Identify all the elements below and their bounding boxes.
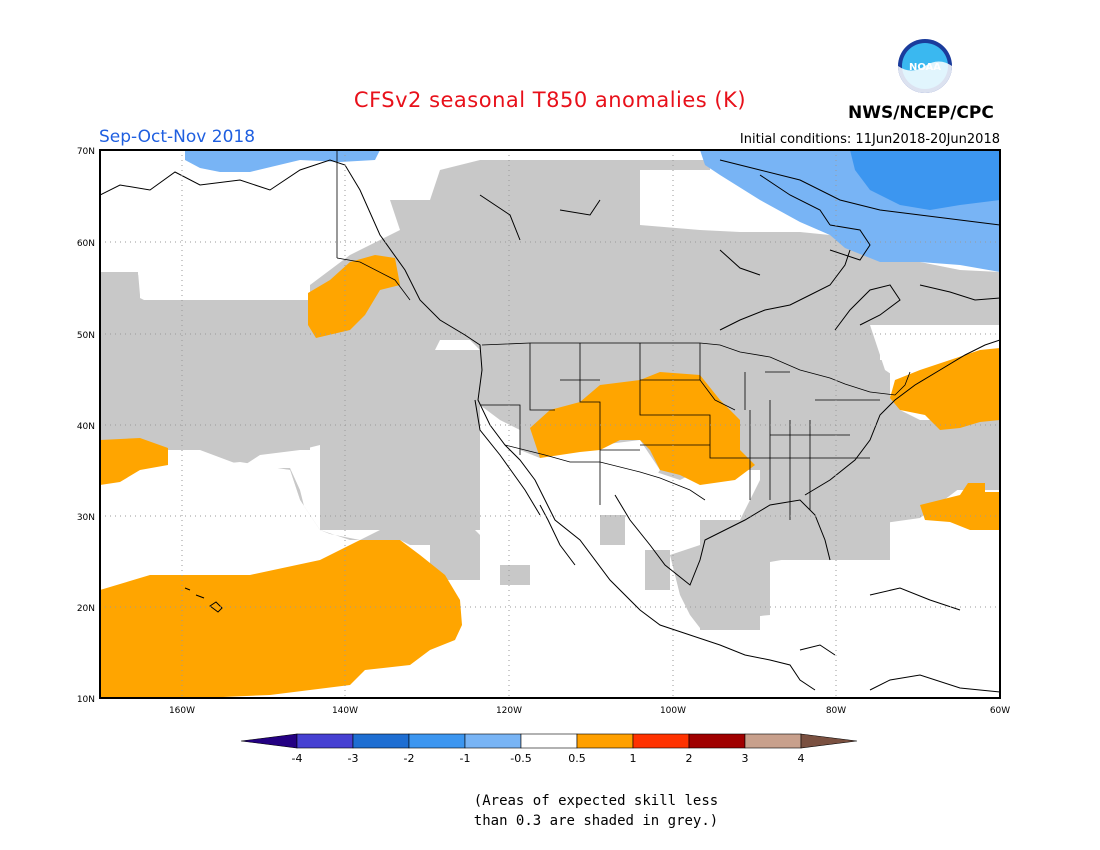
lon-label: 120W	[496, 706, 522, 716]
latitude-labels: 70N 60N 50N 40N 30N 20N 10N	[77, 147, 95, 705]
initial-conditions-label: Initial conditions: 11Jun2018-20Jun2018	[739, 132, 1000, 147]
lon-label: 80W	[826, 706, 846, 716]
colorbar-label: -1	[460, 752, 471, 765]
longitude-labels: 160W 140W 120W 100W 80W 60W	[169, 706, 1010, 716]
lat-label: 20N	[77, 604, 95, 614]
colorbar-label: 0.5	[568, 752, 586, 765]
colorbar-arrow-left	[240, 733, 298, 749]
colorbar-label: 3	[742, 752, 749, 765]
colorbar-swatch	[576, 733, 634, 749]
colorbar-swatch	[632, 733, 690, 749]
colorbar-label: 1	[630, 752, 637, 765]
colorbar-label: -2	[404, 752, 415, 765]
lat-label: 50N	[77, 331, 95, 341]
lon-label: 160W	[169, 706, 195, 716]
lat-label: 40N	[77, 422, 95, 432]
coastlines	[100, 159, 1000, 693]
lon-label: 100W	[660, 706, 686, 716]
colorbar-swatch	[520, 733, 578, 749]
colorbar-swatch	[688, 733, 746, 749]
chart-title: CFSv2 seasonal T850 anomalies (K)	[353, 88, 747, 112]
map-frame	[99, 149, 1001, 699]
colorbar-label: -0.5	[510, 752, 531, 765]
colorbar-label: -3	[348, 752, 359, 765]
footnote-line-2: than 0.3 are shaded in grey.)	[474, 813, 718, 829]
colorbar-label: -4	[292, 752, 303, 765]
lat-label: 60N	[77, 239, 95, 249]
graticule	[100, 150, 1000, 698]
political-boundaries	[336, 150, 911, 520]
colorbar-label: 4	[798, 752, 805, 765]
noaa-logo: NOAA	[898, 39, 952, 93]
colorbar: -4 -3 -2 -1 -0.5 0.5 1 2 3 4	[240, 733, 858, 765]
lat-label: 10N	[77, 695, 95, 705]
colorbar-arrow-right	[800, 733, 858, 749]
neutral-area	[100, 150, 1000, 590]
colorbar-label: 2	[686, 752, 693, 765]
footnote-line-1: (Areas of expected skill less	[474, 793, 718, 809]
colorbar-swatch	[464, 733, 522, 749]
lon-label: 60W	[990, 706, 1010, 716]
lon-label: 140W	[332, 706, 358, 716]
noaa-logo-text: NOAA	[909, 62, 941, 73]
colorbar-swatch	[744, 733, 802, 749]
lat-label: 70N	[77, 147, 95, 157]
colorbar-swatch	[408, 733, 466, 749]
colorbar-swatch	[352, 733, 410, 749]
warm-anomaly-area	[100, 255, 1000, 698]
lat-label: 30N	[77, 513, 95, 523]
colorbar-swatch	[296, 733, 354, 749]
low-skill-area	[100, 160, 1000, 630]
season-label: Sep-Oct-Nov 2018	[99, 127, 256, 147]
agency-label: NWS/NCEP/CPC	[848, 103, 994, 123]
